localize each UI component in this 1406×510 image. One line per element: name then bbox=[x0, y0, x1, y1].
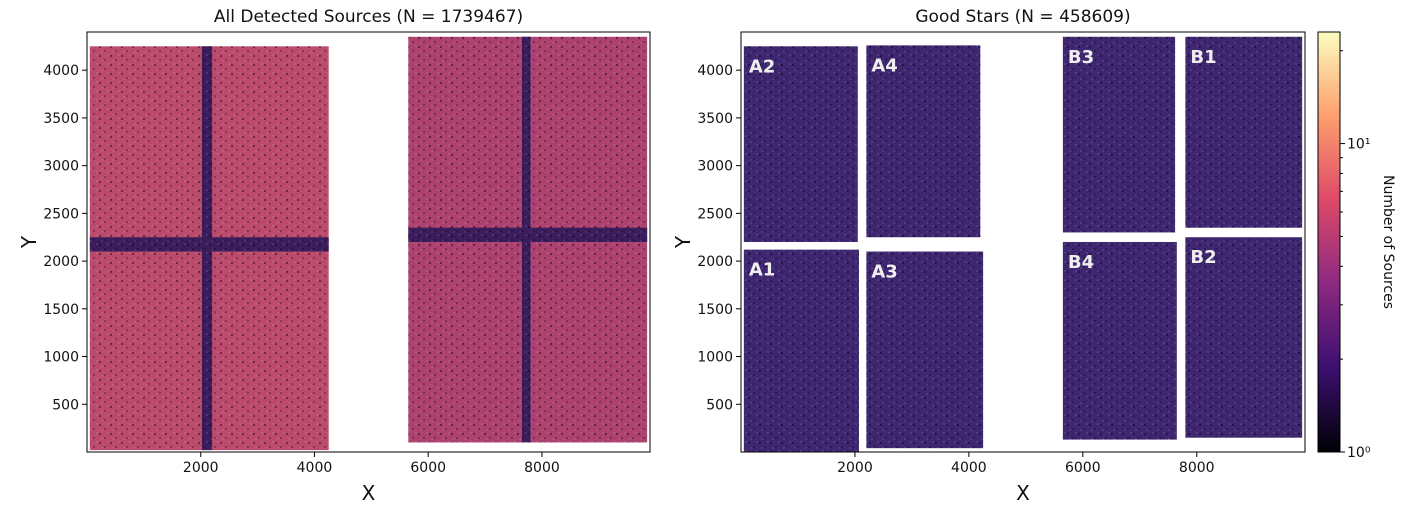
y-tick-label: 1500 bbox=[697, 302, 733, 318]
x-axis-label: X bbox=[1016, 481, 1030, 505]
colorbar-tick-label: 10¹ bbox=[1347, 137, 1370, 153]
y-tick-label: 1000 bbox=[697, 350, 733, 366]
y-axis-label: Y bbox=[17, 235, 41, 249]
y-tick-label: 3500 bbox=[43, 111, 79, 127]
chip-label: B1 bbox=[1190, 47, 1216, 68]
y-tick-label: 2500 bbox=[43, 206, 79, 222]
y-tick-label: 4000 bbox=[43, 63, 79, 79]
y-tick-label: 1500 bbox=[43, 302, 79, 318]
chip-label: B4 bbox=[1068, 252, 1094, 273]
colorbar-tick-label: 10⁰ bbox=[1347, 445, 1371, 461]
texture bbox=[90, 237, 329, 251]
figure: 2000 4000 6000 8000 500 1000 1500 2000 2500 3000 3… bbox=[0, 0, 1406, 506]
y-tick-label: 500 bbox=[706, 397, 733, 413]
x-tick-label: 8000 bbox=[524, 460, 560, 476]
chip-label: A3 bbox=[871, 262, 897, 283]
y-tick-label: 3000 bbox=[43, 159, 79, 175]
y-tick-label: 2500 bbox=[697, 206, 733, 222]
x-axis-label: X bbox=[362, 481, 376, 505]
chip-label: A1 bbox=[749, 260, 775, 281]
chip-label: B2 bbox=[1190, 247, 1216, 268]
y-tick-label: 1000 bbox=[43, 350, 79, 366]
x-tick-label: 6000 bbox=[1065, 460, 1101, 476]
chart-title: Good Stars (N = 458609) bbox=[915, 7, 1130, 27]
y-tick-label: 4000 bbox=[697, 63, 733, 79]
colorbar bbox=[1318, 32, 1340, 452]
chip-label: A2 bbox=[749, 56, 775, 77]
y-tick-label: 3000 bbox=[697, 159, 733, 175]
x-tick-label: 4000 bbox=[297, 460, 333, 476]
y-tick-label: 2000 bbox=[43, 254, 79, 270]
texture bbox=[408, 228, 647, 242]
x-tick-label: 2000 bbox=[837, 460, 873, 476]
y-axis-label: Y bbox=[671, 235, 695, 249]
x-tick-label: 2000 bbox=[183, 460, 219, 476]
chart-title: All Detected Sources (N = 1739467) bbox=[214, 7, 523, 27]
y-tick-label: 2000 bbox=[697, 254, 733, 270]
y-tick-label: 500 bbox=[52, 397, 79, 413]
x-tick-label: 6000 bbox=[410, 460, 446, 476]
colorbar-label: Number of Sources bbox=[1380, 175, 1396, 309]
x-tick-label: 4000 bbox=[951, 460, 987, 476]
y-tick-label: 3500 bbox=[697, 111, 733, 127]
x-tick-label: 8000 bbox=[1179, 460, 1215, 476]
chip-label: B3 bbox=[1068, 47, 1094, 68]
chip-label: A4 bbox=[871, 55, 897, 76]
